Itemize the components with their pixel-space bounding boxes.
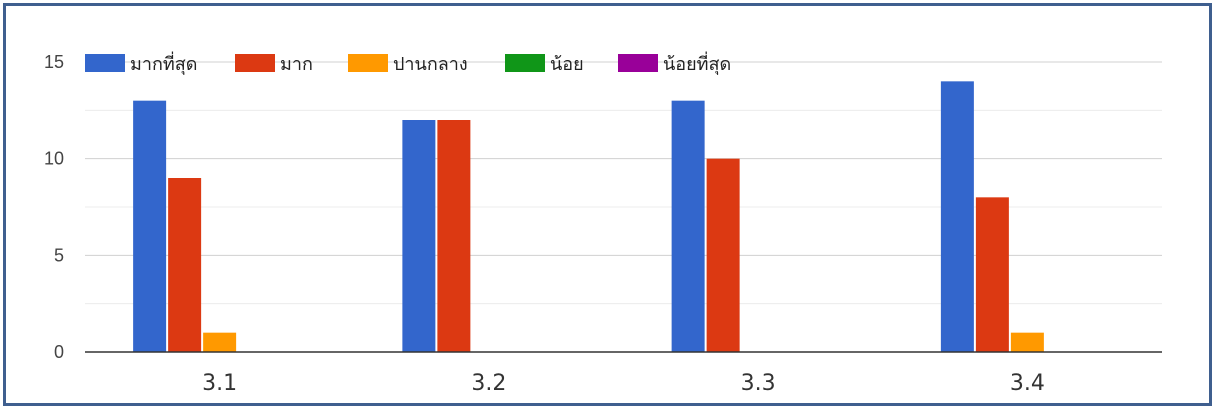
bar-3-4-series-3 [1011,333,1044,352]
y-tick-label: 10 [44,149,64,169]
legend-label: น้อยที่สุด [663,51,731,75]
y-tick-label: 0 [54,342,64,362]
legend-swatch [348,54,388,72]
x-tick-label: 3.1 [202,371,237,396]
legend-label: มากที่สุด [130,51,197,75]
bar-3-3-series-2 [707,159,740,352]
x-tick-label: 3.4 [1010,371,1045,396]
legend-swatch [85,54,125,72]
bar-3-3-series-1 [672,101,705,352]
legend-swatch [235,54,275,72]
legend-label: น้อย [550,54,584,75]
legend-label: มาก [280,54,313,75]
x-tick-label: 3.2 [471,371,506,396]
bar-3-1-series-3 [203,333,236,352]
bar-3-4-series-1 [941,81,974,352]
legend: มากที่สุด มาก ปานกลาง น้อย น้อยที่สุด [85,51,731,75]
legend-swatch [618,54,658,72]
x-tick-labels: 3.1 3.2 3.3 3.4 [202,371,1045,396]
legend-label: ปานกลาง [393,54,468,75]
bar-3-2-series-1 [402,120,435,352]
bar-3-2-series-2 [437,120,470,352]
x-tick-label: 3.3 [741,371,776,396]
y-tick-labels: 0 5 10 15 [44,52,64,362]
bars [133,81,1044,352]
bar-3-1-series-2 [168,178,201,352]
bar-3-4-series-2 [976,197,1009,352]
y-tick-label: 5 [54,245,64,265]
y-tick-label: 15 [44,52,64,72]
legend-swatch [505,54,545,72]
bar-3-1-series-1 [133,101,166,352]
